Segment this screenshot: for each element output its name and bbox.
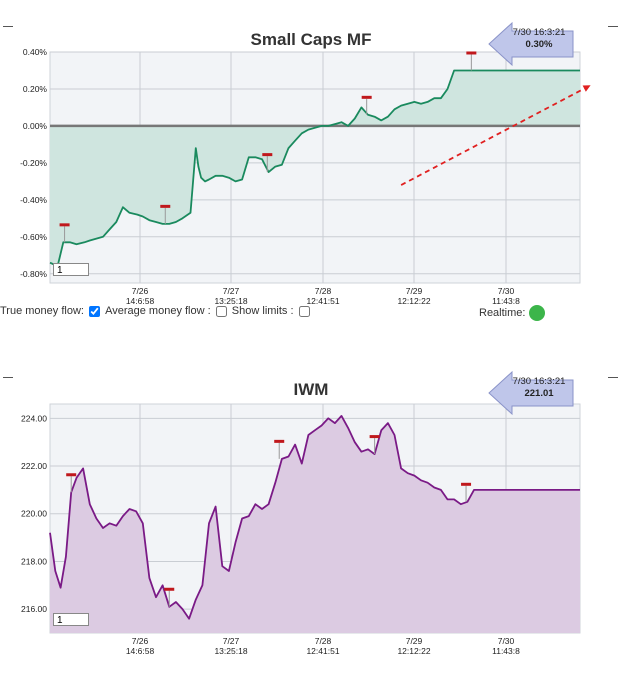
divider-dash-right [608,377,618,378]
iwm-panel: IWM 224.00 222.00 220.00 218.00 216.00 7/26 14… [0,360,622,686]
realtime-label: Realtime: [479,307,526,319]
show-limits-label: Show limits : [231,305,294,318]
chart-title: Small Caps MF [250,30,372,49]
x-tick-date: 7/26 [132,636,149,646]
event-marker [59,223,70,227]
series-line [49,69,580,266]
event-marker [66,473,77,477]
money-flow-chart-svg[interactable]: 0.40% 0.20% 0.00% -0.20% -0.40% -0.60% -0.80% 7… [0,0,622,330]
x-tick-time: 12:41:51 [306,646,339,656]
readout-time: 7/30 16:3:21 [512,27,566,38]
readout-value: 0.30% [525,39,553,50]
y-tick-label: 0.40% [23,47,48,57]
trend-arrow-head [582,85,591,92]
value-readout: 7/30 16:3:21 0.30% [488,21,574,67]
readout-value: 221.01 [524,388,554,399]
period-input[interactable]: 1 [53,263,89,276]
x-tick-date: 7/29 [406,636,423,646]
y-tick-label: 216.00 [21,604,47,614]
y-tick-label: -0.60% [20,232,47,242]
x-tick-date: 7/27 [223,286,240,296]
x-tick-time: 12:12:22 [397,296,430,306]
y-tick-label: 0.00% [23,121,48,131]
arrow-left-icon [488,21,574,67]
readout-time: 7/30 16:3:21 [512,376,566,387]
x-tick-time: 11:43:8 [492,646,520,656]
show-limits-checkbox[interactable] [298,305,310,317]
true-money-flow-checkbox[interactable] [89,305,101,317]
x-tick-date: 7/30 [498,286,515,296]
x-tick-time: 12:41:51 [306,296,339,306]
event-marker [164,587,175,591]
arrow-left-icon [488,370,574,416]
event-marker [262,153,273,157]
y-tick-label: -0.80% [20,269,47,279]
event-marker [160,204,171,208]
x-tick-date: 7/29 [406,286,423,296]
event-marker [369,435,380,439]
y-tick-label: 218.00 [21,556,47,566]
flow-controls: True money flow: Average money flow : Sh… [0,305,622,321]
y-tick-label: -0.20% [20,158,47,168]
realtime-indicator-icon[interactable] [529,305,546,321]
iwm-price-chart-svg[interactable]: 224.00 222.00 220.00 218.00 216.00 7/2614:6:5… [0,360,622,686]
x-tick-date: 7/28 [315,286,332,296]
event-marker [274,439,285,443]
x-tick-time: 14:6:58 [126,646,155,656]
y-tick-label: 224.00 [21,413,47,423]
y-tick-label: -0.40% [20,195,47,205]
true-money-flow-label: True money flow: [0,305,84,318]
event-marker [461,482,472,486]
event-marker [466,51,477,55]
series-line [49,415,580,620]
divider-dash-right [608,26,618,27]
x-tick-date: 7/30 [498,636,515,646]
series-area [50,70,580,265]
y-tick-label: 220.00 [21,509,47,519]
x-tick-time: 14:6:58 [126,296,155,306]
average-money-flow-label: Average money flow : [105,305,211,318]
x-tick-date: 7/27 [223,636,240,646]
average-money-flow-checkbox[interactable] [215,305,227,317]
divider-dash-left [3,377,13,378]
y-tick-label: 222.00 [21,461,47,471]
period-input[interactable]: 1 [53,613,89,626]
event-marker [361,95,372,99]
x-tick-date: 7/26 [132,286,149,296]
x-tick-time: 11:43:8 [492,296,520,306]
x-tick-time: 13:25:18 [214,646,247,656]
x-tick-time: 13:25:18 [214,296,247,306]
realtime-group: Realtime: [479,305,546,321]
series-area [50,415,580,633]
divider-dash-left [3,26,13,27]
x-tick-time: 12:12:22 [397,646,430,656]
chart-title: IWM [293,380,329,399]
y-tick-label: 0.20% [23,84,48,94]
value-readout: 7/30 16:3:21 221.01 [488,370,574,416]
small-caps-mf-panel: Small Caps MF 0.40% 0.20% 0.00% -0.20% -0.40… [0,0,622,330]
x-tick-date: 7/28 [315,636,332,646]
